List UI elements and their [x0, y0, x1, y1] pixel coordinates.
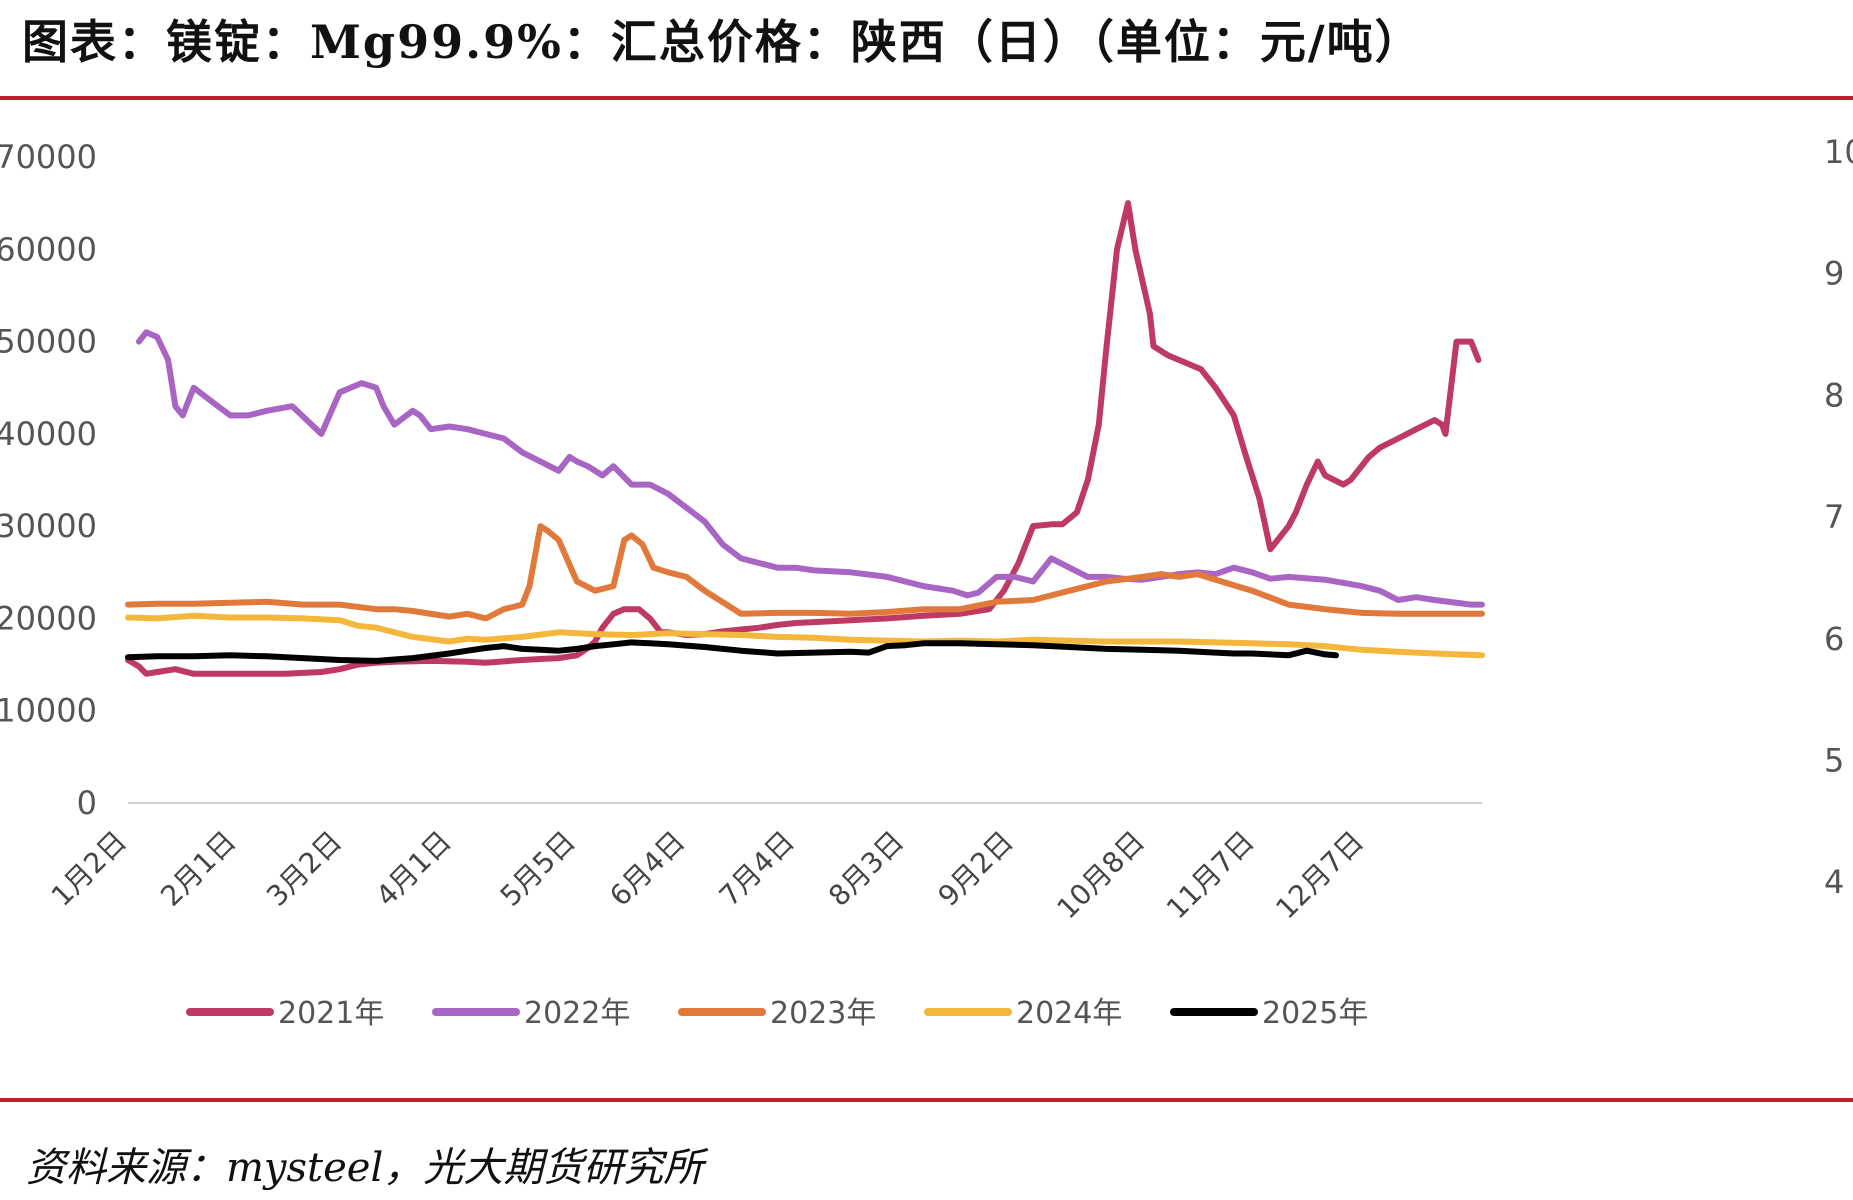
x-tick-label: 7月4日 [713, 825, 801, 913]
right-axis: 10 9 8 7 6 5 4 [1824, 133, 1853, 901]
y-tick-label: 0 [77, 784, 97, 822]
legend-label: 2021年 [278, 996, 384, 1031]
right-axis-tick-label: 4 [1824, 863, 1844, 901]
right-axis-tick-label: 7 [1824, 498, 1844, 536]
right-axis-tick-label: 10 [1824, 133, 1853, 171]
line-chart: 70000 60000 50000 40000 30000 20000 10000 0 10 9… [0, 133, 1853, 1031]
right-axis-tick-label: 6 [1824, 620, 1844, 658]
right-axis-tick-label: 5 [1824, 742, 1844, 780]
x-tick-label: 3月2日 [260, 825, 348, 913]
x-tick-label: 2月1日 [154, 825, 242, 913]
y-tick-label: 20000 [0, 599, 97, 637]
y-tick-label: 30000 [0, 507, 97, 545]
x-tick-label: 10月8日 [1050, 825, 1151, 926]
legend-label: 2025年 [1262, 996, 1368, 1031]
y-tick-label: 70000 [0, 138, 97, 176]
series-line-3 [125, 523, 1485, 622]
x-tick-label: 6月4日 [603, 825, 691, 913]
legend-label: 2024年 [1016, 996, 1122, 1031]
x-tick-label: 9月2日 [932, 825, 1020, 913]
x-axis: 1月2日 2月1日 3月2日 4月1日 5月5日 6月4日 7月4日 8月3日 9月2日 10月8… [45, 825, 1370, 926]
series-line-2 [135, 329, 1485, 608]
y-tick-label: 50000 [0, 323, 97, 361]
y-tick-label: 60000 [0, 230, 97, 268]
legend: 2021年 2022年 2023年 2024年 2025年 [186, 996, 1368, 1031]
legend-label: 2022年 [524, 996, 630, 1031]
series-lines [125, 200, 1485, 677]
right-axis-tick-label: 8 [1824, 376, 1844, 414]
right-axis-tick-label: 9 [1824, 255, 1844, 293]
y-tick-label: 10000 [0, 692, 97, 730]
y-tick-label: 40000 [0, 415, 97, 453]
chart-title: 图表：镁锭：Mg99.9%：汇总价格：陕西（日）（单位：元/吨） [22, 15, 1423, 69]
source-note: 资料来源：mysteel，光大期货研究所 [26, 1145, 704, 1191]
x-tick-label: 12月7日 [1269, 825, 1370, 926]
x-tick-label: 8月3日 [822, 825, 910, 913]
top-divider [0, 96, 1853, 100]
legend-label: 2023年 [770, 996, 876, 1031]
x-tick-label: 11月7日 [1160, 825, 1261, 926]
x-tick-label: 1月2日 [45, 825, 133, 913]
x-tick-label: 4月1日 [370, 825, 458, 913]
y-axis: 70000 60000 50000 40000 30000 20000 10000 0 [0, 138, 97, 822]
x-tick-label: 5月5日 [494, 825, 582, 913]
bottom-divider [0, 1098, 1853, 1102]
series-line-4 [125, 612, 1485, 659]
series-line-5 [125, 639, 1339, 664]
